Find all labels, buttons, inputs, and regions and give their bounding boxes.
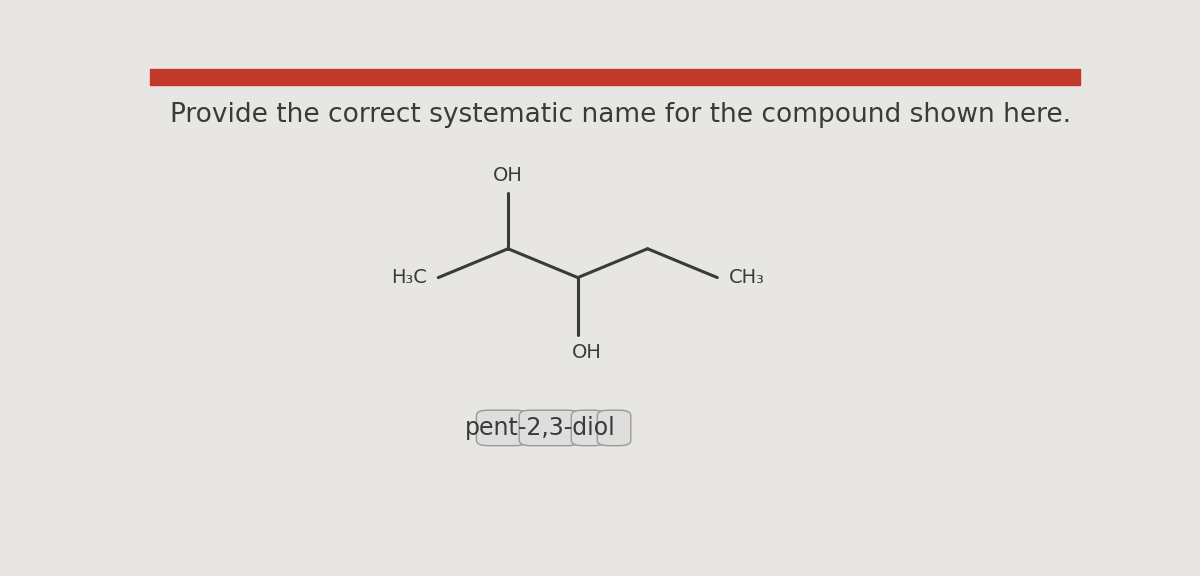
- FancyBboxPatch shape: [520, 410, 578, 446]
- Text: OH: OH: [572, 343, 602, 362]
- Text: H₃C: H₃C: [391, 268, 427, 287]
- Text: CH₃: CH₃: [728, 268, 764, 287]
- FancyBboxPatch shape: [476, 410, 527, 446]
- Text: Provide the correct systematic name for the compound shown here.: Provide the correct systematic name for …: [170, 103, 1072, 128]
- FancyBboxPatch shape: [598, 410, 631, 446]
- FancyBboxPatch shape: [571, 410, 605, 446]
- Text: OH: OH: [493, 166, 523, 185]
- Bar: [150, 69, 1080, 85]
- Text: pent-2,3-diol: pent-2,3-diol: [466, 416, 616, 440]
